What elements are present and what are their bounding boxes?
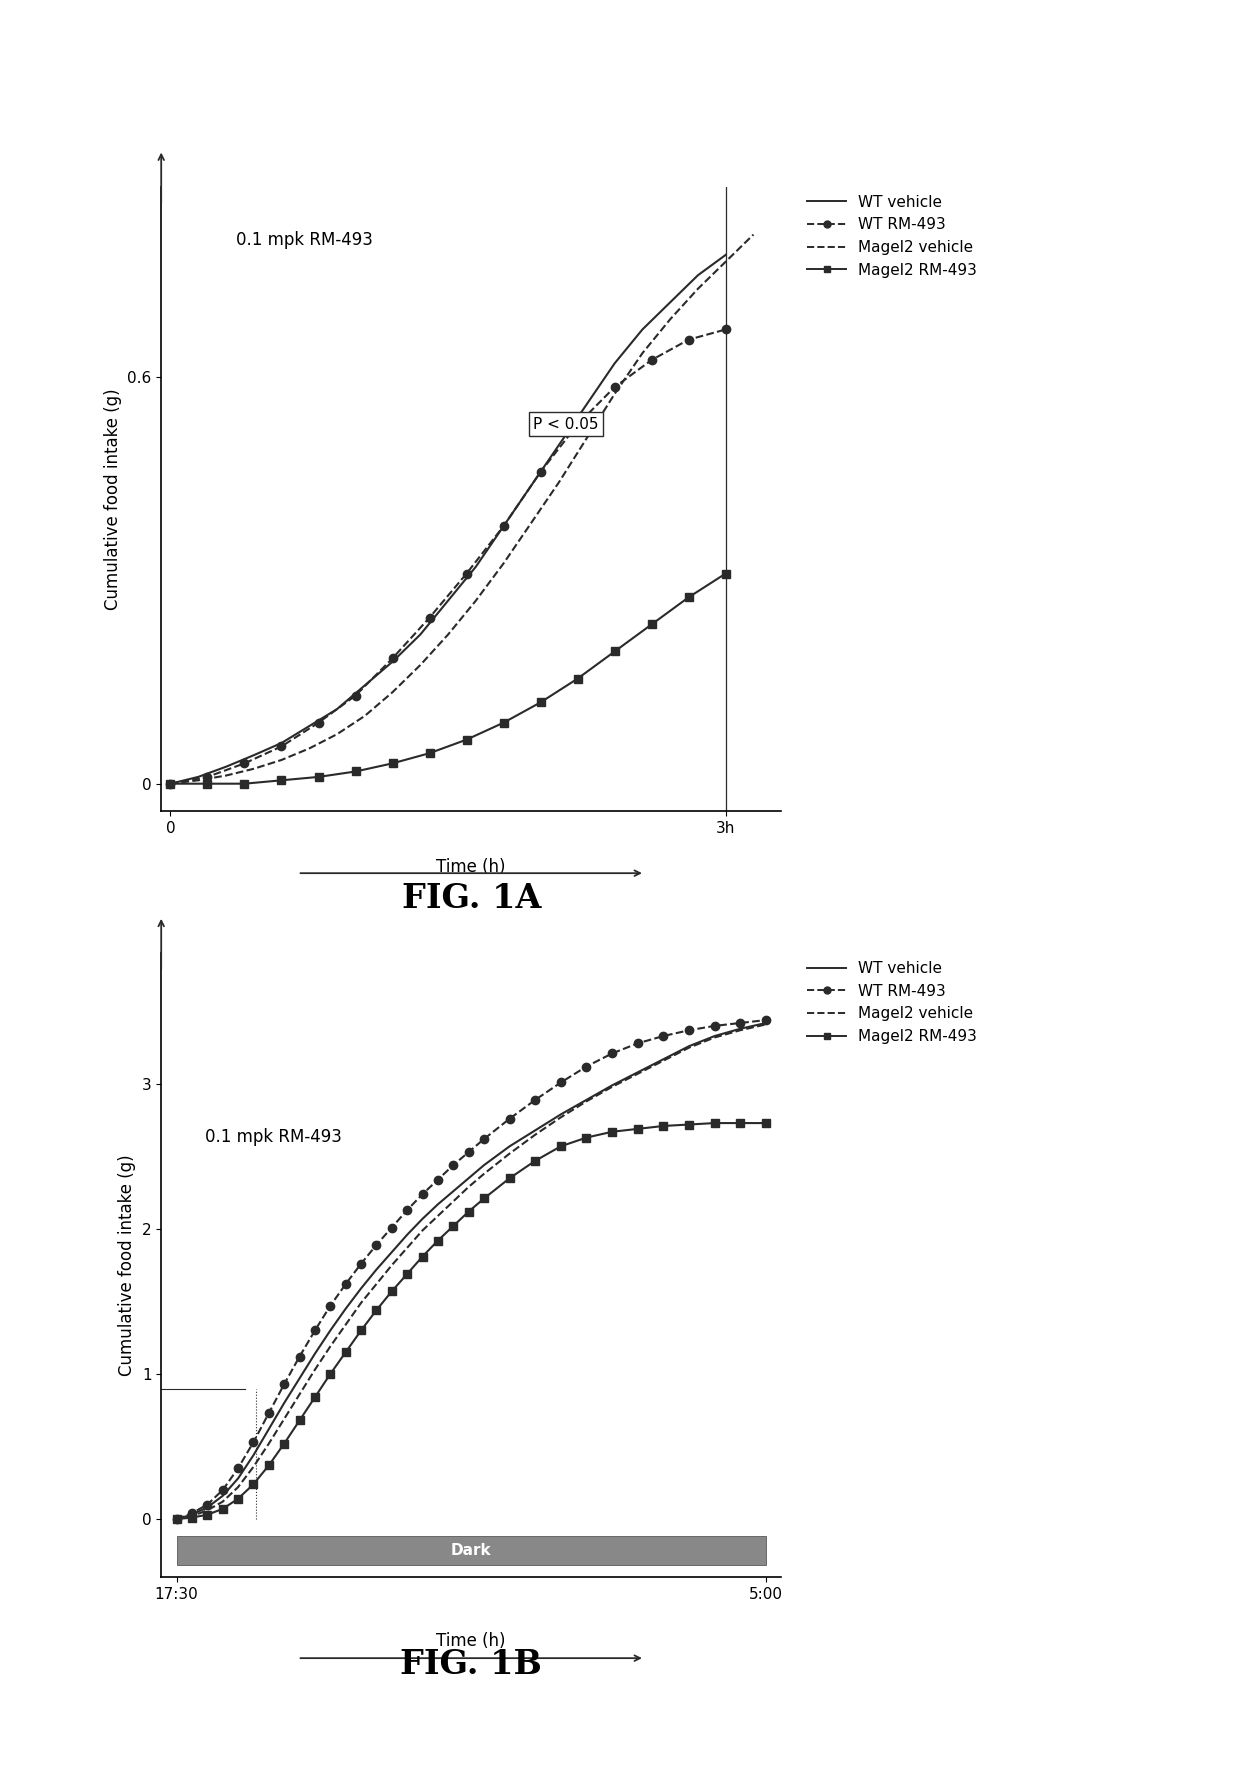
X-axis label: Time (h): Time (h)	[436, 857, 506, 875]
Text: FIG. 1B: FIG. 1B	[401, 1648, 542, 1682]
Y-axis label: Cumulative food intake (g): Cumulative food intake (g)	[118, 1155, 136, 1376]
Bar	[176, 1536, 766, 1565]
X-axis label: Time (h): Time (h)	[436, 1632, 506, 1650]
Y-axis label: Cumulative food intake (g): Cumulative food intake (g)	[104, 388, 122, 609]
Legend: WT vehicle, WT RM-493, Magel2 vehicle, Magel2 RM-493: WT vehicle, WT RM-493, Magel2 vehicle, M…	[807, 194, 977, 278]
Text: FIG. 1A: FIG. 1A	[402, 882, 541, 916]
Text: 0.1 mpk RM-493: 0.1 mpk RM-493	[236, 230, 372, 249]
Text: 0.1 mpk RM-493: 0.1 mpk RM-493	[205, 1128, 341, 1146]
Legend: WT vehicle, WT RM-493, Magel2 vehicle, Magel2 RM-493: WT vehicle, WT RM-493, Magel2 vehicle, M…	[807, 960, 977, 1044]
Text: Dark: Dark	[451, 1543, 491, 1559]
Text: P < 0.05: P < 0.05	[533, 417, 599, 431]
